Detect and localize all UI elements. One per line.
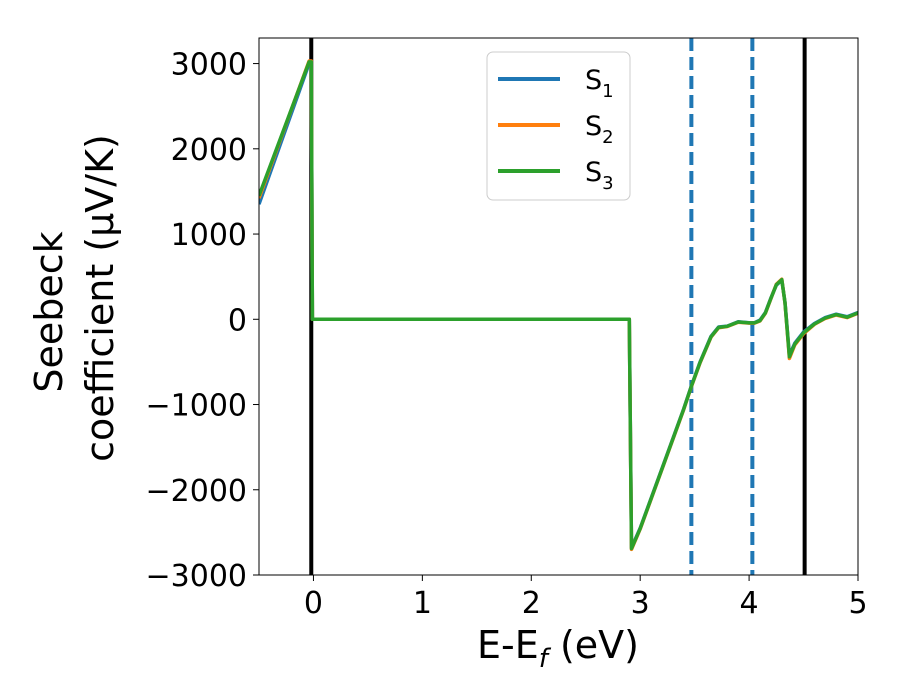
x-tick-label: 1 [413, 586, 432, 621]
y-tick-label: −3000 [146, 559, 247, 594]
y-tick-label: −2000 [146, 474, 247, 509]
y-axis-title-line2: coefficient (μV/K) [78, 134, 122, 462]
y-axis-ticks: −3000 −2000 −1000 0 1000 2000 3000 [146, 48, 259, 594]
y-tick-label: 3000 [171, 48, 247, 83]
x-axis-title: E-Ef (eV) [477, 623, 639, 674]
x-tick-label: 4 [740, 586, 759, 621]
x-tick-label: 5 [848, 586, 867, 621]
series-line-s3 [259, 60, 858, 551]
x-axis-title-unit: (eV) [548, 623, 639, 667]
x-axis-title-main: E-E [477, 623, 539, 667]
y-axis-title-line1: Seebeck [27, 231, 71, 392]
x-tick-label: 0 [304, 586, 323, 621]
x-tick-label: 3 [631, 586, 650, 621]
x-tick-label: 2 [522, 586, 541, 621]
legend-label-s3: S3 [585, 157, 614, 194]
x-axis-ticks: 0 1 2 3 4 5 [304, 575, 868, 621]
legend-label-s2: S2 [585, 111, 614, 148]
series-lines [259, 59, 858, 552]
y-tick-label: 0 [228, 303, 247, 338]
y-tick-label: 2000 [171, 133, 247, 168]
legend-label-s1: S1 [585, 65, 614, 102]
y-tick-label: 1000 [171, 218, 247, 253]
y-tick-label: −1000 [146, 389, 247, 424]
plot-border [258, 37, 859, 576]
legend: S1 S2 S3 [486, 51, 631, 201]
